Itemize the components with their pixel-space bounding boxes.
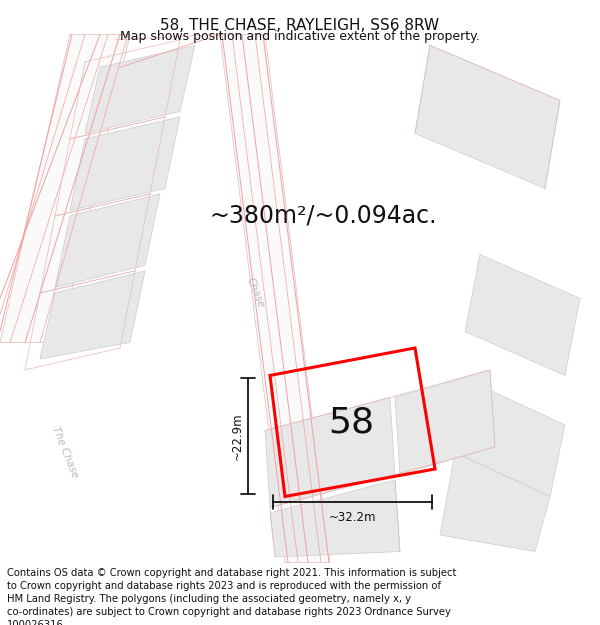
- Text: Contains OS data © Crown copyright and database right 2021. This information is : Contains OS data © Crown copyright and d…: [7, 568, 457, 625]
- Text: Chase: Chase: [244, 276, 266, 309]
- Text: ~380m²/~0.094ac.: ~380m²/~0.094ac.: [210, 204, 437, 228]
- Polygon shape: [415, 46, 560, 188]
- Polygon shape: [0, 34, 130, 343]
- Polygon shape: [465, 254, 580, 376]
- Text: The Chase: The Chase: [50, 425, 80, 479]
- Polygon shape: [40, 271, 145, 359]
- Polygon shape: [395, 370, 495, 474]
- Polygon shape: [455, 381, 565, 496]
- Text: 58: 58: [328, 405, 374, 439]
- Text: ~22.9m: ~22.9m: [231, 412, 244, 460]
- Polygon shape: [265, 398, 395, 508]
- Polygon shape: [440, 452, 550, 551]
- Polygon shape: [55, 194, 160, 288]
- Polygon shape: [270, 480, 400, 557]
- Text: Map shows position and indicative extent of the property.: Map shows position and indicative extent…: [120, 30, 480, 43]
- Polygon shape: [70, 117, 180, 211]
- Text: 58, THE CHASE, RAYLEIGH, SS6 8RW: 58, THE CHASE, RAYLEIGH, SS6 8RW: [160, 18, 440, 32]
- Polygon shape: [220, 34, 330, 562]
- Polygon shape: [85, 46, 195, 133]
- Text: ~32.2m: ~32.2m: [329, 511, 376, 524]
